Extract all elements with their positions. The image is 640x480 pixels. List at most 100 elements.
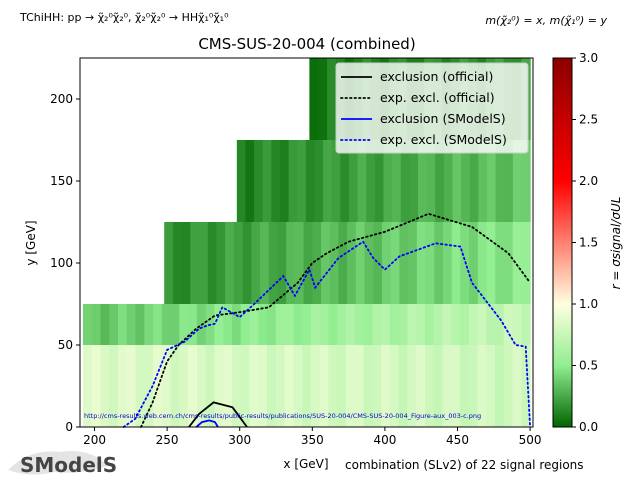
heatmap-cell [126, 345, 137, 427]
x-tick-label: 350 [301, 433, 324, 447]
heatmap-cell [328, 304, 338, 345]
heatmap-cell [442, 304, 452, 345]
heatmap-cell [267, 345, 277, 427]
x-tick-label: 200 [83, 433, 106, 447]
heatmap-cell [337, 345, 347, 427]
heatmap-cell [354, 304, 365, 345]
heatmap-cell [389, 304, 400, 345]
heatmap-cell [433, 304, 444, 345]
heatmap-cell [486, 222, 496, 304]
heatmap-cell [277, 222, 287, 304]
heatmap-cell [512, 345, 522, 427]
heatmap-cell [288, 140, 298, 222]
heatmap-cell [416, 304, 426, 345]
heatmap-cell [468, 304, 479, 345]
heatmap-cell [233, 222, 244, 304]
heatmap-cell [495, 222, 505, 304]
y-tick-label: 150 [50, 174, 73, 188]
heatmap-cell [408, 222, 418, 304]
heatmap-cell [196, 345, 207, 427]
heatmap-cell [372, 345, 382, 427]
heatmap-cell [305, 140, 316, 222]
heatmap-cell [503, 304, 514, 345]
heatmap-cell [109, 345, 119, 427]
curve-exp-excl-smodels [122, 240, 531, 428]
heatmap-cell [416, 222, 427, 304]
heatmap-cell [240, 345, 251, 427]
heatmap-cell [223, 345, 233, 427]
heatmap-cell [503, 222, 514, 304]
heatmap-cell [144, 304, 154, 345]
heatmap-cell [416, 345, 426, 427]
heatmap-cell [91, 345, 102, 427]
heatmap-cell [373, 222, 383, 304]
heatmap-cell [214, 304, 224, 345]
heatmap-cell [383, 140, 393, 222]
heatmap-cell [294, 222, 305, 304]
heatmap-cell [100, 345, 110, 427]
logo-text: SModelS [20, 453, 117, 477]
heatmap-cell [271, 140, 281, 222]
heatmap-cell [366, 140, 376, 222]
heatmap-cell [398, 304, 408, 345]
y-axis-label: y [GeV] [24, 220, 38, 265]
heatmap-cell [117, 304, 128, 345]
heatmap-cell [451, 304, 461, 345]
smodels-logo: SModelS [8, 450, 117, 477]
colorbar: 0.0 0.5 1.0 1.5 2.0 2.5 3.0 r = σsignal/σUL [552, 51, 623, 434]
heatmap-cell [417, 140, 428, 222]
x-tick-label: 400 [373, 433, 396, 447]
heatmap-cell [357, 140, 367, 222]
x-tick-label: 500 [519, 433, 542, 447]
heatmap-cell [469, 222, 479, 304]
heatmap-cell [442, 222, 453, 304]
heatmap-cell [459, 345, 470, 427]
colorbar-tick-label: 1.0 [579, 297, 598, 311]
y-tick-label: 100 [50, 256, 73, 270]
heatmap-cell [249, 304, 259, 345]
heatmap-cell [477, 304, 487, 345]
heatmap-cell [268, 222, 279, 304]
heatmap-cells [82, 58, 531, 427]
colorbar-tick-label: 0.5 [579, 359, 598, 373]
x-tick-label: 450 [446, 433, 469, 447]
heatmap-cell [284, 304, 294, 345]
heatmap-cell [135, 345, 145, 427]
heatmap-cell [442, 345, 452, 427]
heatmap-cell [477, 222, 488, 304]
heatmap-cell [275, 345, 286, 427]
colorbar-tick-label: 2.5 [579, 113, 598, 127]
heatmap-cell [91, 304, 102, 345]
heatmap-cell [443, 140, 454, 222]
combination-note: combination (SLv2) of 22 signal regions [345, 458, 584, 472]
curve-exclusion-official [188, 401, 248, 428]
heatmap-cell [181, 222, 191, 304]
heatmap-cell [251, 222, 261, 304]
y-axis-ticks: 0 50 100 150 200 [50, 92, 80, 434]
heatmap-cell [109, 304, 119, 345]
heatmap-cell [337, 304, 347, 345]
heatmap-cell [240, 304, 251, 345]
heatmap-cell [451, 345, 461, 427]
heatmap-cell [398, 345, 408, 427]
heatmap-cell [374, 140, 385, 222]
heatmap-cell [214, 345, 224, 427]
colorbar-tick-label: 1.5 [579, 236, 598, 250]
heatmap-cell [461, 140, 471, 222]
heatmap-cell [424, 345, 435, 427]
heatmap-cell [468, 345, 479, 427]
heatmap-cell [126, 304, 137, 345]
x-tick-label: 300 [228, 433, 251, 447]
legend: exclusion (official) exp. excl. (official… [335, 62, 529, 154]
heatmap-cell [381, 345, 391, 427]
heatmap-cell [347, 222, 357, 304]
heatmap-cell [231, 304, 242, 345]
heatmap-cell [434, 222, 444, 304]
heatmap-cell [262, 140, 272, 222]
heatmap-cell [286, 222, 296, 304]
heatmap-cell [161, 345, 172, 427]
heatmap-cell [495, 140, 505, 222]
heatmap-cell [275, 304, 286, 345]
heatmap-cell [164, 222, 174, 304]
heatmap-cell [364, 222, 374, 304]
